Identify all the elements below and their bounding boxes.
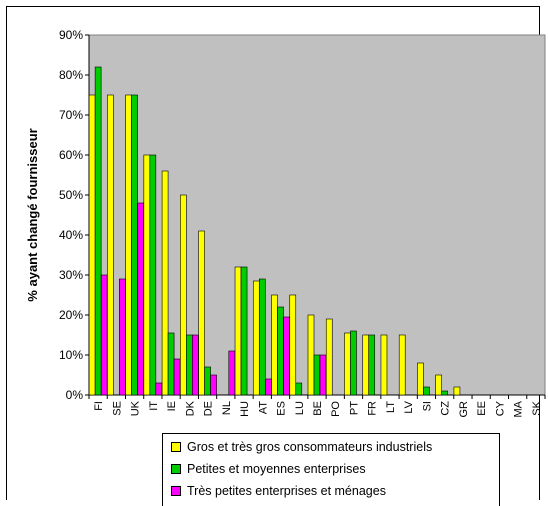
bar <box>264 378 272 396</box>
bar <box>344 332 351 396</box>
y-tick-label: 70% <box>59 108 83 122</box>
bar <box>137 202 144 396</box>
legend-item: Gros et très gros consommateurs industri… <box>171 438 432 456</box>
x-tick-label: AT <box>257 401 269 415</box>
bar <box>417 362 424 396</box>
legend: Gros et très gros consommateurs industri… <box>162 433 500 506</box>
y-tick-label: 0% <box>66 388 84 402</box>
bar <box>453 386 461 396</box>
legend-swatch <box>171 464 181 474</box>
x-tick-label: UK <box>130 400 142 416</box>
legend-label: Petites et moyennes enterprises <box>187 462 366 476</box>
y-tick-label: 50% <box>59 188 83 202</box>
x-tick-label: LV <box>403 400 415 413</box>
bar <box>362 334 370 396</box>
legend-item: Très petites enterprises et ménages <box>171 482 386 500</box>
x-tick-label: SI <box>421 401 433 411</box>
bar <box>192 334 199 396</box>
bar <box>100 274 108 396</box>
x-tick-label: DE <box>203 401 215 416</box>
bar <box>319 354 327 396</box>
bar <box>258 278 266 396</box>
x-tick-label: LT <box>385 401 397 413</box>
bar <box>228 350 236 396</box>
bar <box>283 316 290 396</box>
bar <box>289 294 297 396</box>
bar <box>94 66 102 396</box>
bar <box>380 334 388 396</box>
x-tick-label: IE <box>166 401 178 411</box>
x-tick-label: SK <box>531 400 543 415</box>
x-tick-label: EE <box>476 401 488 416</box>
bar <box>143 154 151 396</box>
y-tick-label: 20% <box>59 308 83 322</box>
bar <box>271 294 278 396</box>
bar <box>350 330 357 396</box>
y-tick-label: 90% <box>59 28 83 42</box>
y-tick-label: 30% <box>59 268 83 282</box>
x-tick-label: FR <box>367 401 379 416</box>
x-tick-label: CZ <box>440 401 452 416</box>
bar <box>313 354 321 396</box>
x-tick-label: PO <box>330 401 342 417</box>
bar <box>441 390 448 396</box>
bar <box>149 154 157 396</box>
bar <box>155 382 163 396</box>
bar <box>234 266 242 396</box>
x-tick-label: CY <box>494 400 506 416</box>
y-tick-label: 80% <box>59 68 83 82</box>
x-tick-label: ES <box>276 401 288 416</box>
bar <box>252 280 260 396</box>
bar <box>198 230 205 396</box>
y-tick-label: 60% <box>59 148 83 162</box>
x-tick-label: MA <box>513 400 525 417</box>
bar <box>435 374 442 396</box>
plot-area <box>88 34 546 396</box>
bar <box>186 334 193 396</box>
x-tick-label: IT <box>148 401 160 411</box>
bar <box>107 94 114 396</box>
x-tick-label: DK <box>184 400 196 416</box>
x-tick-label: FI <box>93 401 105 411</box>
x-tick-label: HU <box>239 401 251 417</box>
bar <box>204 366 211 396</box>
x-tick-label: GR <box>458 401 470 418</box>
bar <box>180 194 187 396</box>
bar <box>295 382 303 396</box>
bar <box>423 386 430 396</box>
bar <box>210 374 217 396</box>
bar <box>368 334 376 396</box>
bar <box>240 266 248 396</box>
bar <box>307 314 315 396</box>
y-tick-label: 40% <box>59 228 83 242</box>
bar <box>125 94 132 396</box>
x-tick-label: NL <box>221 401 233 415</box>
bar <box>131 94 138 396</box>
y-axis-label: % ayant changé fournisseur <box>25 128 40 301</box>
x-tick-label: LU <box>294 401 306 415</box>
legend-label: Gros et très gros consommateurs industri… <box>187 440 433 454</box>
legend-item: Petites et moyennes enterprises <box>171 460 366 478</box>
x-tick-label: PT <box>348 401 360 415</box>
bar <box>161 170 169 396</box>
y-tick-label: 10% <box>59 348 83 362</box>
bar <box>277 306 284 396</box>
legend-swatch <box>171 486 181 496</box>
x-tick-label: SE <box>111 401 123 416</box>
bar <box>119 278 126 396</box>
bar <box>88 94 96 396</box>
bar <box>325 318 333 396</box>
x-tick-label: BE <box>312 401 324 416</box>
legend-swatch <box>171 442 181 452</box>
legend-label: Très petites enterprises et ménages <box>187 484 386 498</box>
bar <box>167 332 175 396</box>
bar <box>173 358 181 396</box>
bar <box>398 334 406 396</box>
